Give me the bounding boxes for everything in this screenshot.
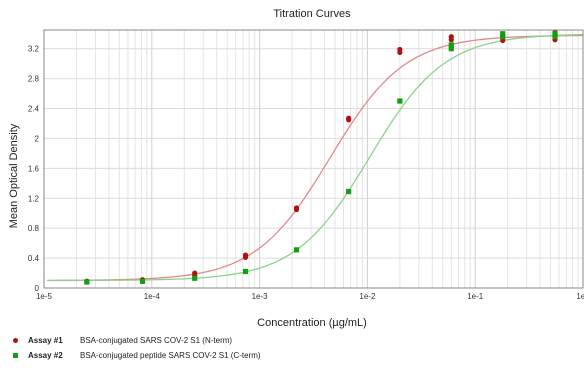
legend-marker-circle-icon bbox=[8, 338, 22, 343]
legend-series-description: BSA-conjugated peptide SARS COV-2 S1 (C-… bbox=[80, 351, 261, 360]
y-tick-label: 0.8 bbox=[28, 224, 40, 233]
fitted-curve-1 bbox=[47, 34, 584, 282]
y-tick-label: 1.6 bbox=[28, 164, 40, 173]
x-axis-ticks: 1e-5 1e-4 1e-3 1e-2 1e-1 1e0 bbox=[36, 292, 584, 301]
assay-2-point bbox=[293, 247, 300, 253]
y-axis-label: Mean Optical Density bbox=[8, 123, 20, 228]
assay-2-point bbox=[500, 34, 506, 40]
assay-2-point bbox=[192, 275, 198, 281]
assay-2-point bbox=[346, 188, 352, 195]
legend-series-name: Assay #2 bbox=[28, 351, 63, 360]
assay-2-point bbox=[84, 279, 90, 285]
legend-item-assay-1: Assay #1 BSA-conjugated SARS COV-2 S1 (N… bbox=[8, 333, 261, 348]
legend-marker-square-icon bbox=[8, 353, 22, 358]
assay-1-point bbox=[397, 46, 403, 53]
assay-1-point bbox=[448, 34, 454, 40]
plot-frame bbox=[43, 29, 584, 289]
x-tick-label: 1e-1 bbox=[467, 292, 484, 301]
fitted-curves bbox=[47, 33, 584, 282]
data-points bbox=[84, 29, 558, 285]
assay-2-point bbox=[552, 31, 558, 37]
y-tick-label: 1.2 bbox=[28, 194, 40, 203]
x-axis-label: Concentration (µg/mL) bbox=[257, 317, 367, 329]
assay-2-point bbox=[500, 31, 506, 37]
assay-2-point bbox=[242, 268, 249, 275]
assay-2-point bbox=[448, 46, 454, 52]
legend-item-assay-2: Assay #2 BSA-conjugated peptide SARS COV… bbox=[8, 348, 261, 363]
assay-2-point bbox=[139, 278, 146, 284]
y-axis-ticks: 0 0.4 0.8 1.2 1.6 2 2.4 2.8 3.2 bbox=[28, 45, 40, 293]
legend-series-description: BSA-conjugated SARS COV-2 S1 (N-term) bbox=[80, 336, 233, 345]
x-tick-label: 1e0 bbox=[576, 292, 584, 301]
x-tick-label: 1e-2 bbox=[359, 292, 376, 301]
x-tick-label: 1e-5 bbox=[36, 292, 53, 301]
chart-grid bbox=[43, 30, 583, 289]
titration-chart: Titration Curves 1e-5 1e-4 1e-3 1e-2 1e-1 1e 0… bbox=[8, 8, 584, 329]
assay-1-point bbox=[293, 206, 300, 213]
y-tick-label: 0.4 bbox=[28, 254, 40, 263]
assay-2-point bbox=[397, 98, 403, 104]
legend: Assay #1 BSA-conjugated SARS COV-2 S1 (N… bbox=[8, 333, 261, 363]
x-tick-label: 1e-4 bbox=[144, 292, 161, 301]
assay-2-point bbox=[552, 34, 558, 40]
chart-title: Titration Curves bbox=[273, 8, 351, 20]
y-tick-label: 2.8 bbox=[28, 75, 40, 84]
assay-2-point bbox=[448, 42, 454, 48]
assay-1-point bbox=[242, 254, 249, 260]
assay-1-point bbox=[346, 117, 352, 123]
y-tick-label: 2 bbox=[35, 134, 40, 143]
legend-series-name: Assay #1 bbox=[28, 336, 63, 345]
x-tick-label: 1e-3 bbox=[252, 292, 269, 301]
y-tick-label: 0 bbox=[35, 284, 40, 293]
fitted-curve-2 bbox=[47, 33, 584, 282]
y-tick-label: 3.2 bbox=[28, 45, 40, 54]
y-tick-label: 2.4 bbox=[28, 105, 40, 114]
